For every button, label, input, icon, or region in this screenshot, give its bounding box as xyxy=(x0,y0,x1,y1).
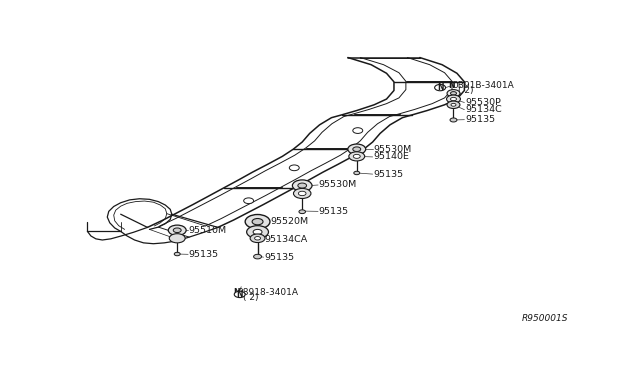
Text: 95134CA: 95134CA xyxy=(264,235,307,244)
Circle shape xyxy=(255,237,260,240)
Circle shape xyxy=(349,152,365,161)
Text: N: N xyxy=(236,290,243,299)
Circle shape xyxy=(250,234,265,243)
Circle shape xyxy=(253,254,262,259)
Circle shape xyxy=(244,198,253,203)
Circle shape xyxy=(299,210,305,214)
Text: R950001S: R950001S xyxy=(522,314,568,323)
Circle shape xyxy=(354,171,360,175)
Circle shape xyxy=(298,183,307,188)
Text: 95135: 95135 xyxy=(465,115,495,124)
Circle shape xyxy=(353,128,363,134)
Circle shape xyxy=(289,165,300,171)
Text: 95135: 95135 xyxy=(189,250,219,259)
Text: 95530P: 95530P xyxy=(465,98,500,107)
Circle shape xyxy=(435,84,445,91)
Text: 95135: 95135 xyxy=(264,253,294,262)
Circle shape xyxy=(252,218,263,225)
Circle shape xyxy=(451,92,456,95)
Text: N: N xyxy=(449,81,455,90)
Circle shape xyxy=(298,191,306,196)
Circle shape xyxy=(168,225,186,235)
Text: ( 2): ( 2) xyxy=(243,293,258,302)
Circle shape xyxy=(294,188,311,199)
Circle shape xyxy=(348,144,365,154)
Text: ( 2): ( 2) xyxy=(458,86,474,95)
Circle shape xyxy=(173,228,181,232)
Text: 95510M: 95510M xyxy=(189,226,227,235)
Circle shape xyxy=(447,90,460,97)
Circle shape xyxy=(292,180,312,191)
Circle shape xyxy=(245,215,270,229)
Text: 95520M: 95520M xyxy=(270,217,308,226)
Text: N: N xyxy=(233,288,240,297)
Circle shape xyxy=(353,147,361,151)
Text: 0B91B-3401A: 0B91B-3401A xyxy=(452,81,515,90)
Circle shape xyxy=(174,252,180,256)
Text: 95530M: 95530M xyxy=(373,145,412,154)
Circle shape xyxy=(246,226,269,238)
Circle shape xyxy=(447,95,460,103)
Text: 95135: 95135 xyxy=(319,207,349,216)
Circle shape xyxy=(450,118,457,122)
Text: 95530M: 95530M xyxy=(319,180,357,189)
Text: 95134C: 95134C xyxy=(465,105,502,114)
Text: 08918-3401A: 08918-3401A xyxy=(237,288,299,297)
Circle shape xyxy=(353,154,360,158)
Circle shape xyxy=(169,234,185,243)
Text: 95140E: 95140E xyxy=(373,153,409,161)
Circle shape xyxy=(253,230,262,235)
Text: N: N xyxy=(437,83,444,92)
Circle shape xyxy=(447,101,460,109)
Text: 95135: 95135 xyxy=(373,170,403,179)
Circle shape xyxy=(451,97,456,101)
Circle shape xyxy=(451,103,456,106)
Circle shape xyxy=(234,291,245,298)
